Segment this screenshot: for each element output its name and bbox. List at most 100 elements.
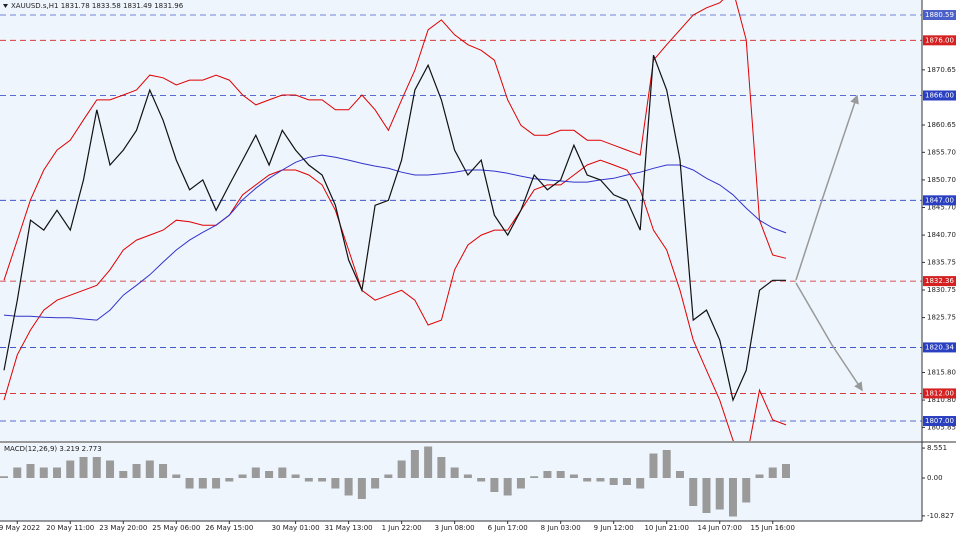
macd-bar (530, 476, 539, 478)
macd-bar (172, 474, 181, 478)
x-tick-label: 10 Jun 21:00 (644, 524, 688, 532)
main-plot (0, 0, 922, 441)
macd-bar (490, 478, 499, 492)
macd-tick-label: 8.551 (927, 444, 947, 452)
macd-bar (649, 453, 658, 478)
macd-bar (569, 474, 578, 478)
x-tick-label: 8 Jun 03:00 (541, 524, 581, 532)
macd-bar (92, 457, 101, 478)
level-label: 1876.00 (925, 36, 954, 44)
macd-bar (198, 478, 207, 489)
y-tick-label: 1840.70 (927, 231, 956, 239)
macd-bar (675, 471, 684, 478)
level-label: 1807.00 (925, 417, 954, 425)
macd-bar (755, 474, 764, 478)
y-tick-label: 1855.70 (927, 148, 956, 156)
macd-bar (450, 467, 459, 478)
macd-bar (278, 467, 287, 478)
macd-bar (13, 467, 22, 478)
axes: 1870.65 1860.65 1855.70 1850.70 1845.70 1840.… (0, 10, 956, 532)
macd-bar (384, 474, 393, 478)
macd-bar (516, 478, 525, 489)
main-pane (0, 0, 922, 441)
macd-bar (728, 478, 737, 517)
level-label: 1832.36 (925, 277, 954, 285)
y-tick-label: 1850.70 (927, 176, 956, 184)
x-tick-label: 9 Jun 12:00 (594, 524, 634, 532)
macd-bar (702, 478, 711, 513)
down-arrow (795, 282, 863, 392)
x-tick-label: 3 Jun 08:00 (435, 524, 475, 532)
x-tick-label: 31 May 13:00 (325, 524, 373, 532)
projection-arrows (795, 94, 863, 392)
x-tick-label: 23 May 20:00 (99, 524, 147, 532)
level-label: 1820.34 (925, 343, 954, 351)
x-tick-label: 26 May 15:00 (205, 524, 253, 532)
up-arrow (795, 94, 859, 281)
level-box (923, 276, 956, 287)
x-tick-label: 1 Jun 22:00 (382, 524, 422, 532)
series-line (3, 159, 787, 441)
macd-bar (715, 478, 724, 510)
macd-bar (782, 464, 790, 478)
x-tick-label: 14 Jun 07:00 (697, 524, 741, 532)
series-line (3, 54, 786, 403)
x-tick-label: 20 May 11:00 (46, 524, 94, 532)
macd-plot (0, 446, 790, 517)
macd-tick-label: -10.827 (927, 512, 954, 520)
macd-bar (225, 478, 234, 482)
level-label: 1880.59 (925, 11, 954, 19)
macd-bar (26, 464, 35, 478)
macd-bar (304, 478, 313, 482)
macd-bar (344, 478, 353, 496)
level-box (923, 388, 956, 399)
macd-bar (371, 478, 380, 489)
macd-bar (410, 450, 419, 478)
macd-bar (0, 476, 8, 478)
macd-bar (238, 474, 247, 478)
level-label: 1866.00 (925, 92, 954, 100)
macd-bar (424, 446, 433, 478)
macd-bar (106, 460, 115, 478)
level-box (923, 416, 956, 427)
y-tick-label: 1825.75 (927, 314, 956, 322)
macd-bar (463, 474, 472, 478)
macd-bar (622, 478, 631, 485)
x-tick-label: 6 Jun 17:00 (488, 524, 528, 532)
macd-bar (212, 478, 221, 489)
macd-bar (185, 478, 194, 489)
macd-bar (596, 478, 605, 482)
x-tick-label: 15 Jun 16:00 (751, 524, 795, 532)
macd-bar (119, 471, 128, 478)
macd-bar (357, 478, 366, 499)
macd-bar (39, 467, 48, 478)
macd-bar (768, 467, 777, 478)
macd-bar (583, 478, 592, 482)
y-tick-label: 1810.80 (927, 396, 956, 404)
level-box (923, 195, 956, 206)
macd-bar (609, 478, 618, 485)
macd-bar (689, 478, 698, 506)
menu-triangle (3, 4, 8, 8)
macd-bar (318, 478, 327, 482)
series-line (3, 0, 787, 281)
macd-bar (636, 478, 645, 489)
macd-bar (265, 471, 274, 478)
macd-bar (79, 457, 88, 478)
macd-bar (132, 464, 141, 478)
macd-pane (0, 443, 922, 521)
macd-bar (662, 450, 671, 478)
y-tick-label: 1870.65 (927, 66, 956, 74)
macd-bar (477, 478, 486, 482)
macd-bar (53, 467, 62, 478)
macd-bar (437, 457, 446, 478)
level-box (923, 90, 956, 101)
level-label: 1847.00 (925, 196, 954, 204)
macd-label: MACD(12,26,9) 3.219 2.773 (4, 445, 102, 453)
macd-bar (742, 478, 751, 503)
y-tick-label: 1815.80 (927, 368, 956, 376)
symbol-header: XAUUSD.s,H1 1831.78 1833.58 1831.49 1831… (11, 2, 184, 10)
macd-bar (251, 467, 260, 478)
x-tick-label: 25 May 06:00 (152, 524, 200, 532)
